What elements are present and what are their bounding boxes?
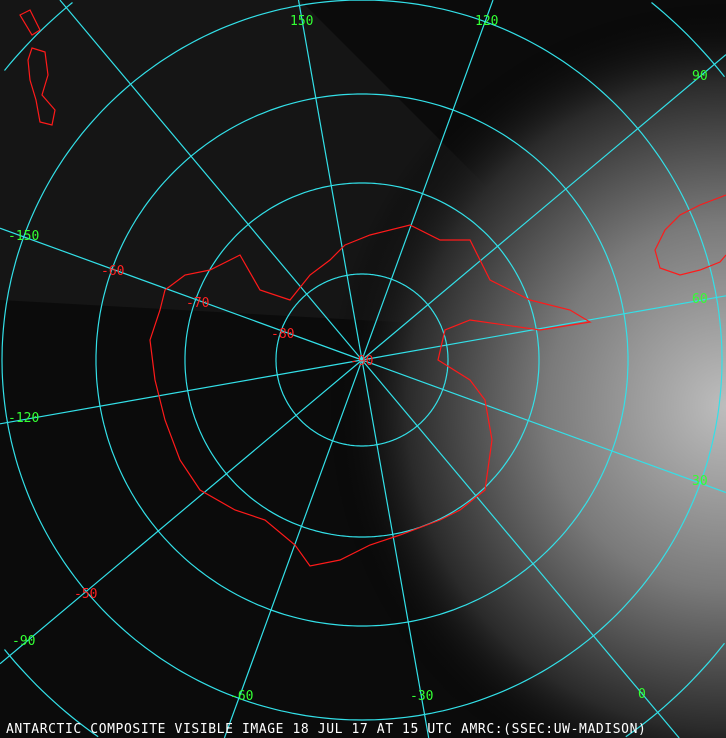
latitude-circle bbox=[95, 93, 629, 627]
meridian-line bbox=[361, 359, 726, 494]
meridian-line bbox=[297, 0, 363, 361]
latitude-circle bbox=[4, 2, 73, 71]
latitude-circle bbox=[1, 0, 723, 721]
longitude-label: 150 bbox=[290, 14, 313, 29]
longitude-label: -90 bbox=[12, 634, 35, 649]
image-caption: ANTARCTIC COMPOSITE VISIBLE IMAGE 18 JUL… bbox=[6, 722, 647, 737]
longitude-label: 120 bbox=[475, 14, 498, 29]
meridian-line bbox=[361, 54, 726, 361]
latitude-circle bbox=[625, 642, 725, 738]
meridian-line bbox=[0, 359, 363, 665]
latitude-circle bbox=[275, 273, 449, 447]
latitude-circle bbox=[184, 182, 540, 538]
latitude-label: -90 bbox=[350, 354, 373, 369]
meridian-line bbox=[361, 359, 680, 738]
meridian-line bbox=[59, 0, 363, 361]
latitude-label: -80 bbox=[271, 327, 294, 342]
latitude-label: -50 bbox=[74, 587, 97, 602]
latitude-circle bbox=[4, 649, 99, 738]
longitude-label: -60 bbox=[230, 689, 253, 704]
longitude-label: -30 bbox=[410, 689, 433, 704]
longitude-label: 30 bbox=[692, 474, 708, 489]
longitude-label: 90 bbox=[692, 69, 708, 84]
meridian-line bbox=[361, 0, 494, 361]
meridian-line bbox=[361, 359, 430, 738]
longitude-label: -120 bbox=[8, 411, 39, 426]
longitude-label: 0 bbox=[638, 687, 646, 702]
longitude-label: -150 bbox=[8, 229, 39, 244]
coastlines bbox=[19, 9, 726, 567]
island-coastline-top-left bbox=[19, 9, 56, 126]
meridian-line bbox=[223, 359, 363, 738]
continent-coastline-right bbox=[654, 194, 726, 276]
meridian-line bbox=[0, 359, 363, 425]
latitude-label: -70 bbox=[186, 296, 209, 311]
antarctica-coastline bbox=[149, 224, 592, 567]
latitude-label: -60 bbox=[101, 264, 124, 279]
latitude-circle bbox=[651, 2, 725, 78]
meridian-line bbox=[0, 227, 363, 361]
longitude-label: 60 bbox=[692, 292, 708, 307]
meridian-line bbox=[361, 295, 726, 361]
